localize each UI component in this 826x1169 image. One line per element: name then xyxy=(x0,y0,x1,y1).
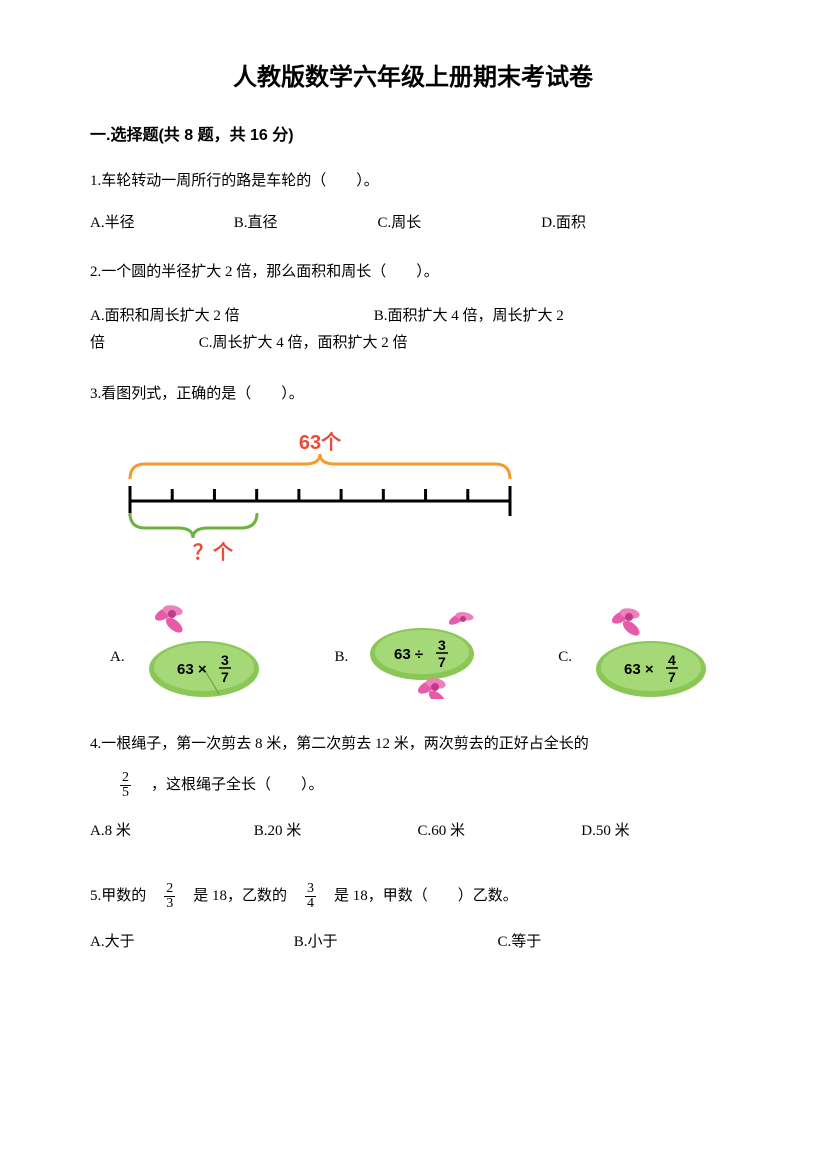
q3-optB[interactable]: B. 63 ÷ 3 7 xyxy=(335,599,493,699)
q3-optA[interactable]: A. 63 × 3 7 xyxy=(110,599,269,699)
q1-text: 1.车轮转动一周所行的路是车轮的（ ）。 xyxy=(90,166,736,196)
q2-optB[interactable]: B.面积扩大 4 倍，周长扩大 2 xyxy=(374,303,564,330)
q4-optD[interactable]: D.50 米 xyxy=(581,820,629,843)
q1-optD[interactable]: D.面积 xyxy=(541,212,586,235)
q3-options: A. 63 × 3 7 B. xyxy=(90,599,736,699)
lily-b-icon: 63 ÷ 3 7 xyxy=(352,599,492,699)
q4-fraction: 2 5 xyxy=(120,771,131,800)
q4-text1: 4.一根绳子，第一次剪去 8 米，第二次剪去 12 米，两次剪去的正好占全长的 xyxy=(90,729,736,759)
q2-text: 2.一个圆的半径扩大 2 倍，那么面积和周长（ ）。 xyxy=(90,257,736,287)
q5-frac2: 3 4 xyxy=(305,882,316,911)
number-line-diagram: 63个 ？个 xyxy=(110,431,530,561)
q4-options: A.8 米 B.20 米 C.60 米 D.50 米 xyxy=(90,820,736,843)
q4-text2-row: 2 5 ，这根绳子全长（ ）。 xyxy=(90,771,736,800)
q1-options: A.半径 B.直径 C.周长 D.面积 xyxy=(90,212,736,235)
svg-text:63 ×: 63 × xyxy=(624,661,654,678)
svg-text:3: 3 xyxy=(438,637,446,653)
svg-text:7: 7 xyxy=(221,669,229,685)
lily-c-icon: 63 × 4 7 xyxy=(576,599,716,699)
q5-optC[interactable]: C.等于 xyxy=(498,931,542,954)
q5-options: A.大于 B.小于 C.等于 xyxy=(90,931,736,954)
q2-options: A.面积和周长扩大 2 倍 B.面积扩大 4 倍，周长扩大 2 倍 C.周长扩大… xyxy=(90,303,736,357)
q1-optA[interactable]: A.半径 xyxy=(90,212,230,235)
q2-optA[interactable]: A.面积和周长扩大 2 倍 xyxy=(90,303,370,330)
q1-optB[interactable]: B.直径 xyxy=(234,212,374,235)
q5-optB[interactable]: B.小于 xyxy=(294,931,494,954)
q3-text: 3.看图列式，正确的是（ ）。 xyxy=(90,379,736,409)
svg-text:3: 3 xyxy=(221,652,229,668)
q2-optB2[interactable]: 倍 xyxy=(90,330,105,357)
svg-text:7: 7 xyxy=(668,669,676,685)
q4-optB[interactable]: B.20 米 xyxy=(254,820,414,843)
q4-optA[interactable]: A.8 米 xyxy=(90,820,250,843)
q1-optC[interactable]: C.周长 xyxy=(378,212,538,235)
q3-optC[interactable]: C. 63 × 4 7 xyxy=(558,599,716,699)
section-header: 一.选择题(共 8 题，共 16 分) xyxy=(90,124,736,148)
svg-text:63 ÷: 63 ÷ xyxy=(394,646,423,663)
lily-a-icon: 63 × 3 7 xyxy=(129,599,269,699)
q5-optA[interactable]: A.大于 xyxy=(90,931,290,954)
svg-text:4: 4 xyxy=(668,652,676,668)
svg-text:63 ×: 63 × xyxy=(177,661,207,678)
q2-optC[interactable]: C.周长扩大 4 倍，面积扩大 2 倍 xyxy=(199,330,408,357)
q5-frac1: 2 3 xyxy=(164,882,175,911)
q5-text: 5.甲数的 2 3 是 18，乙数的 3 4 是 18，甲数（ ）乙数。 xyxy=(90,882,736,911)
svg-text:7: 7 xyxy=(438,654,446,670)
svg-text:63个: 63个 xyxy=(299,431,342,454)
q3-diagram: 63个 ？个 xyxy=(90,431,736,569)
svg-text:？个: ？个 xyxy=(193,541,234,561)
q4-optC[interactable]: C.60 米 xyxy=(418,820,578,843)
page-title: 人教版数学六年级上册期末考试卷 xyxy=(90,60,736,96)
